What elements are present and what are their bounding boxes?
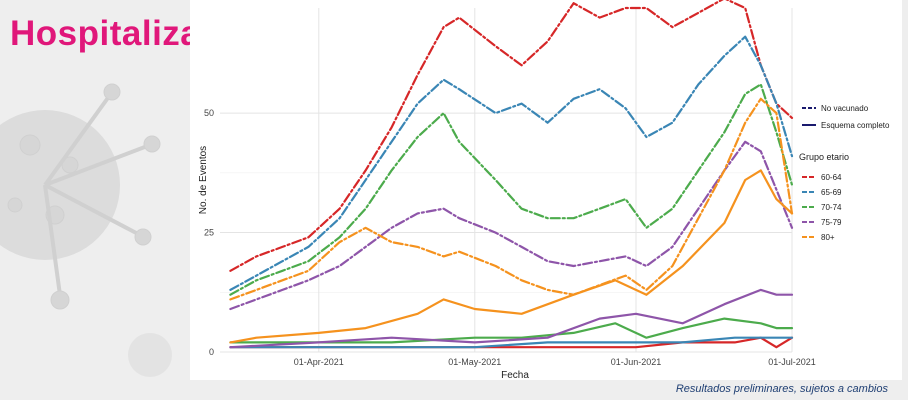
x-tick-label: 01-May-2021 <box>448 357 501 367</box>
legend: No vacunado Esquema completo Grupo etario 6… <box>799 104 890 242</box>
series-line-80plus-no-vacunado <box>229 97 794 301</box>
grid <box>220 8 793 353</box>
footnote: Resultados preliminares, sujetos a cambi… <box>675 383 888 395</box>
virus-background-graphic <box>0 83 172 377</box>
legend-group-label: 75-79 <box>821 218 842 227</box>
axes: 0 25 50 01-Apr-2021 01-May-2021 01-Jun-2021 01… <box>204 108 816 367</box>
x-tick-label: 01-Jun-2021 <box>611 357 662 367</box>
x-tick-label: 01-Jul-2021 <box>768 357 816 367</box>
series-line-75-79-no-vacunado <box>229 140 794 311</box>
series-line-65-69-no-vacunado <box>229 35 794 291</box>
y-tick-label: 25 <box>204 228 214 238</box>
x-tick-label: 01-Apr-2021 <box>294 357 344 367</box>
series-lines <box>229 0 794 349</box>
series-line-70-74-esquema-completo <box>229 317 794 344</box>
legend-group-label: 60-64 <box>821 173 842 182</box>
legend-label: No vacunado <box>821 104 869 113</box>
y-tick-label: 0 <box>209 347 214 357</box>
legend-group-label: 80+ <box>821 233 835 242</box>
series-line-75-79-esquema-completo <box>229 288 794 349</box>
y-axis-label: No. de Eventos <box>198 146 209 214</box>
legend-group-label: 65-69 <box>821 188 842 197</box>
series-line-80plus-esquema-completo <box>229 169 794 344</box>
series-line-65-69-esquema-completo <box>229 336 794 349</box>
y-tick-label: 50 <box>204 108 214 118</box>
chart-panel: 0 25 50 01-Apr-2021 01-May-2021 01-Jun-2021 01… <box>190 0 902 381</box>
x-axis-label: Fecha <box>501 370 529 380</box>
series-line-60-64-no-vacunado <box>229 0 794 272</box>
legend-group-title: Grupo etario <box>799 152 849 162</box>
legend-label: Esquema completo <box>821 121 890 130</box>
series-line-70-74-no-vacunado <box>229 83 794 296</box>
hospitalization-line-chart: 0 25 50 01-Apr-2021 01-May-2021 01-Jun-2021 01… <box>198 0 890 381</box>
legend-group-label: 70-74 <box>821 203 842 212</box>
